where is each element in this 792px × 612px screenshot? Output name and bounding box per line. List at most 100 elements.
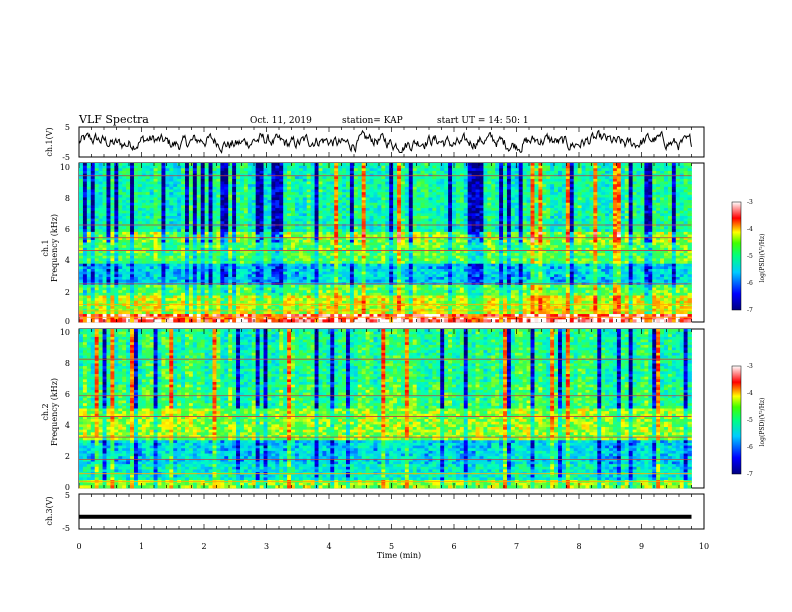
spectrogram-cell bbox=[675, 216, 681, 220]
spectrogram-cell bbox=[310, 194, 315, 198]
spectrogram-cell bbox=[153, 181, 158, 185]
spectrogram-cell bbox=[455, 194, 461, 198]
spectrogram-cell bbox=[118, 170, 123, 174]
spectrogram-cell bbox=[671, 202, 677, 206]
spectrogram-cell bbox=[550, 226, 555, 230]
spectrogram-cell bbox=[232, 213, 237, 217]
spectrogram-cell bbox=[636, 163, 641, 167]
spectrogram-cell bbox=[514, 163, 520, 167]
spectrogram-cell bbox=[404, 239, 410, 243]
spectrogram-cell bbox=[428, 213, 433, 217]
spectrogram-cell bbox=[640, 245, 645, 249]
spectrogram-cell bbox=[656, 234, 661, 238]
spectrogram-cell bbox=[177, 202, 182, 206]
spectrogram-cell bbox=[530, 176, 535, 180]
spectrogram-cell bbox=[326, 163, 331, 167]
spectrogram-cell bbox=[338, 178, 343, 182]
spectrogram-cell bbox=[287, 186, 292, 190]
spectrogram-cell bbox=[632, 194, 637, 198]
spectrogram-cell bbox=[271, 197, 276, 201]
spectrogram-cell bbox=[589, 176, 594, 180]
spectrogram-cell bbox=[550, 231, 555, 235]
spectrogram-cell bbox=[326, 223, 331, 227]
spectrogram-cell bbox=[538, 208, 543, 212]
spectrogram-cell bbox=[565, 223, 571, 227]
spectrogram-cell bbox=[330, 176, 335, 180]
spectrogram-cell bbox=[251, 170, 257, 174]
spectrogram-cell bbox=[444, 200, 449, 204]
spectrogram-cell bbox=[122, 173, 127, 177]
spectrogram-cell bbox=[133, 229, 139, 233]
spectrogram-cell bbox=[538, 226, 543, 230]
spectrogram-cell bbox=[165, 176, 170, 180]
spectrogram-cell bbox=[632, 221, 637, 225]
spectrogram-cell bbox=[420, 210, 425, 214]
spectrogram-cell bbox=[420, 216, 425, 220]
spectrogram-cell bbox=[408, 237, 414, 241]
spectrogram-cell bbox=[404, 165, 410, 169]
spectrogram-cell bbox=[228, 189, 233, 193]
spectrogram-cell bbox=[487, 186, 492, 190]
spectrogram-cell bbox=[471, 239, 476, 243]
spectrogram-cell bbox=[479, 186, 484, 190]
spectrogram-cell bbox=[632, 231, 637, 235]
spectrogram-cell bbox=[664, 223, 669, 227]
spectrogram-cell bbox=[412, 223, 418, 227]
spectrogram-cell bbox=[558, 223, 563, 227]
spectrogram-cell bbox=[106, 194, 111, 198]
spectrogram-cell bbox=[177, 165, 182, 169]
spectrogram-cell bbox=[581, 178, 586, 182]
spectrogram-cell bbox=[126, 189, 131, 193]
spectrogram-cell bbox=[275, 221, 280, 225]
spectrogram-cell bbox=[275, 245, 280, 249]
spectrogram-cell bbox=[236, 205, 241, 209]
spectrogram-cell bbox=[381, 202, 386, 206]
spectrogram-cell bbox=[644, 165, 649, 169]
spectrogram-cell bbox=[534, 194, 539, 198]
spectrogram-cell bbox=[86, 178, 92, 182]
spectrogram-cell bbox=[185, 223, 190, 227]
spectrogram-cell bbox=[298, 186, 304, 190]
spectrogram-cell bbox=[185, 200, 190, 204]
spectrogram-cell bbox=[204, 186, 209, 190]
spectrogram-cell bbox=[526, 239, 531, 243]
spectrogram-cell bbox=[601, 208, 606, 212]
spectrogram-cell bbox=[361, 200, 367, 204]
spectrogram-cell bbox=[342, 234, 347, 238]
spectrogram-cell bbox=[459, 208, 465, 212]
spectrogram-cell bbox=[267, 200, 272, 204]
spectrogram-cell bbox=[369, 176, 374, 180]
spectrogram-cell bbox=[616, 202, 622, 206]
spectrogram-cell bbox=[455, 234, 461, 238]
spectrogram-cell bbox=[145, 218, 151, 222]
spectrogram-cell bbox=[593, 184, 598, 188]
spectrogram-cell bbox=[173, 200, 178, 204]
spectrogram-cell bbox=[424, 189, 429, 193]
spectrogram-cell bbox=[561, 237, 567, 241]
spectrogram-cell bbox=[660, 210, 665, 214]
spectrogram-cell bbox=[640, 200, 645, 204]
spectrogram-cell bbox=[243, 184, 249, 188]
spectrogram-cell bbox=[597, 184, 602, 188]
spectrogram-cell bbox=[110, 229, 115, 233]
spectrogram-cell bbox=[585, 163, 590, 167]
spectrogram-cell bbox=[612, 234, 618, 238]
spectrogram-cell bbox=[554, 231, 559, 235]
spectrogram-cell bbox=[609, 231, 614, 235]
spectrogram-cell bbox=[577, 245, 582, 249]
spectrogram-cell bbox=[106, 242, 111, 246]
spectrogram-cell bbox=[605, 163, 610, 167]
spectrogram-cell bbox=[656, 221, 661, 225]
spectrogram-cell bbox=[377, 176, 382, 180]
spectrogram-cell bbox=[534, 213, 539, 217]
spectrogram-cell bbox=[275, 237, 280, 241]
spectrogram-cell bbox=[165, 237, 170, 241]
spectrogram-cell bbox=[79, 200, 84, 204]
spectrogram-cell bbox=[353, 213, 359, 217]
spectrogram-cell bbox=[522, 239, 527, 243]
spectrogram-cell bbox=[530, 221, 535, 225]
spectrogram-cell bbox=[220, 197, 225, 201]
spectrogram-cell bbox=[114, 184, 119, 188]
spectrogram-cell bbox=[165, 213, 170, 217]
spectrogram-cell bbox=[671, 181, 677, 185]
